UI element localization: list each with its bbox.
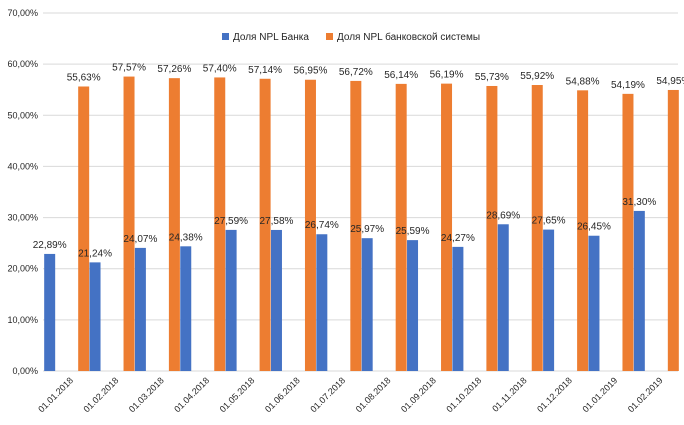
y-tick-label: 40,00% — [7, 161, 38, 171]
legend-label-bank: Доля NPL Банка — [233, 32, 309, 43]
data-label-system: 56,14% — [384, 70, 418, 81]
bar-system — [577, 90, 589, 371]
data-label-system: 57,14% — [248, 65, 282, 76]
y-axis-ticks: 0,00% 10,00% 20,00% 30,00% 40,00% 50,00% 60,00… — [7, 8, 38, 376]
y-tick-label: 70,00% — [7, 8, 38, 18]
y-tick-label: 10,00% — [7, 315, 38, 325]
legend-swatch-system — [326, 33, 333, 40]
data-label-system: 57,57% — [112, 63, 146, 74]
bar-bank — [497, 224, 509, 371]
bar-bank — [633, 210, 645, 371]
x-tick-label: 01.09.2018 — [399, 375, 438, 414]
bar-system — [78, 86, 90, 372]
bar-system — [259, 78, 271, 371]
legend: Доля NPL Банка Доля NPL банковской систе… — [222, 31, 480, 43]
y-tick-label: 0,00% — [12, 366, 38, 376]
legend-swatch-bank — [222, 33, 229, 40]
x-tick-label: 01.04.2018 — [172, 375, 211, 414]
x-tick-label: 01.01.2018 — [36, 375, 75, 414]
bar-system — [486, 85, 498, 371]
bar-bank — [588, 235, 600, 371]
x-tick-label: 01.02.2019 — [626, 375, 665, 414]
data-label-bank: 21,24% — [78, 248, 112, 259]
data-label-system: 54,88% — [566, 76, 600, 87]
x-axis-ticks: 01.01.2018 01.02.2018 01.03.2018 01.04.2018… — [36, 375, 665, 414]
data-label-system: 55,73% — [475, 72, 509, 83]
data-label-bank: 24,07% — [123, 234, 157, 245]
bar-bank — [44, 253, 56, 371]
data-label-bank: 28,69% — [486, 210, 520, 221]
bar-bank — [543, 229, 555, 371]
data-label-bank: 24,38% — [169, 232, 203, 243]
data-label-system: 55,63% — [67, 72, 101, 83]
x-tick-label: 01.01.2019 — [580, 375, 619, 414]
data-label-system: 55,92% — [520, 71, 554, 82]
bar-system — [531, 85, 543, 371]
x-tick-label: 01.02.2018 — [82, 375, 121, 414]
y-tick-label: 50,00% — [7, 110, 38, 120]
data-label-system: 54,95% — [656, 76, 684, 87]
data-label-bank: 24,27% — [441, 233, 475, 244]
bar-system — [123, 76, 135, 372]
bar-system — [441, 83, 453, 371]
x-tick-label: 01.05.2018 — [218, 375, 257, 414]
x-tick-label: 01.08.2018 — [354, 375, 393, 414]
data-label-bank: 25,97% — [350, 224, 384, 235]
bar-system — [622, 93, 634, 371]
bar-system — [168, 78, 180, 371]
data-label-bank: 26,45% — [577, 222, 611, 233]
data-label-system: 56,95% — [294, 66, 328, 77]
x-tick-label: 01.03.2018 — [127, 375, 166, 414]
bar-bank — [270, 229, 282, 371]
y-tick-label: 30,00% — [7, 213, 38, 223]
data-labels: 22,89% 55,63% 21,24% 57,57% 24,07% 57,26% 24,3… — [33, 63, 684, 260]
data-label-system: 54,19% — [611, 80, 645, 91]
bar-bank — [361, 238, 373, 371]
x-tick-label: 01.07.2018 — [308, 375, 347, 414]
bar-bank — [89, 262, 101, 371]
data-label-system: 57,40% — [203, 63, 237, 74]
x-tick-label: 01.06.2018 — [263, 375, 302, 414]
x-tick-label: 01.12.2018 — [535, 375, 574, 414]
x-tick-label: 01.11.2018 — [490, 375, 528, 413]
data-label-bank: 22,89% — [33, 240, 67, 251]
bar-bank — [316, 234, 328, 371]
legend-label-system: Доля NPL банковской системы — [337, 31, 480, 43]
data-label-bank: 27,65% — [532, 216, 566, 227]
bar-system — [395, 83, 407, 371]
bar-bank — [407, 240, 419, 371]
bar-bank — [180, 246, 192, 371]
x-tick-label: 01.10.2018 — [444, 375, 483, 414]
data-label-bank: 25,59% — [396, 226, 430, 237]
bar-system — [214, 77, 226, 371]
data-label-system: 56,19% — [430, 70, 464, 81]
bar-system — [667, 89, 679, 371]
data-label-system: 56,72% — [339, 67, 373, 78]
data-label-bank: 27,59% — [214, 216, 248, 227]
bar-system — [304, 79, 316, 372]
y-tick-label: 20,00% — [7, 264, 38, 274]
bars — [44, 76, 679, 372]
bar-bank — [134, 247, 146, 371]
bar-bank — [452, 246, 464, 371]
y-tick-label: 60,00% — [7, 59, 38, 69]
bar-bank — [225, 229, 237, 371]
bar-system — [350, 80, 362, 371]
data-label-system: 57,26% — [157, 64, 191, 75]
data-label-bank: 26,74% — [305, 220, 339, 231]
data-label-bank: 27,58% — [260, 216, 294, 227]
data-label-bank: 31,30% — [622, 197, 656, 208]
